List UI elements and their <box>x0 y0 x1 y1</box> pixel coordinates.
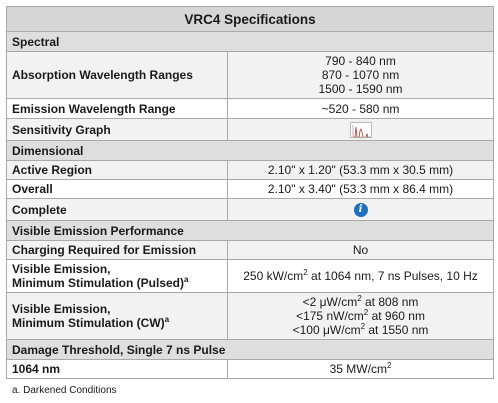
row-label-active-region: Active Region <box>6 160 228 180</box>
cw-label-line1: Visible Emission, <box>12 302 111 316</box>
table-row: Charging Required for Emission No <box>6 240 495 260</box>
row-value-pulsed: 250 kW/cm2 at 1064 nm, 7 ns Pulses, 10 H… <box>226 259 495 293</box>
absorption-range-2: 870 - 1070 nm <box>321 68 400 82</box>
table-row: Absorption Wavelength Ranges 790 - 840 n… <box>6 51 495 99</box>
row-label-complete: Complete <box>6 198 228 221</box>
row-label-pulsed: Visible Emission, Minimum Stimulation (P… <box>6 259 228 293</box>
row-label-1064nm: 1064 nm <box>6 359 228 379</box>
pulsed-label-line1: Visible Emission, <box>12 262 111 276</box>
row-label-charging: Charging Required for Emission <box>6 240 228 260</box>
row-value-cw: <2 μW/cm2 at 808 nm <175 nW/cm2 at 960 n… <box>226 292 495 340</box>
row-label-absorption: Absorption Wavelength Ranges <box>6 51 228 99</box>
cw-line-2: <175 nW/cm2 at 960 nm <box>296 308 425 324</box>
footnote: a. Darkened Conditions <box>12 385 117 396</box>
section-damage-threshold: Damage Threshold, Single 7 ns Pulse <box>5 339 495 360</box>
table-row: Visible Emission, Minimum Stimulation (C… <box>6 292 495 340</box>
table-row: Sensitivity Graph <box>6 118 495 141</box>
absorption-range-3: 1500 - 1590 nm <box>318 82 403 96</box>
info-icon[interactable]: i <box>353 202 368 217</box>
pulsed-value-suffix: at 1064 nm, 7 ns Pulses, 10 Hz <box>307 269 478 283</box>
spec-table: VRC4 Specifications Spectral Absorption … <box>5 6 495 379</box>
graph-thumbnail-icon[interactable] <box>349 121 372 138</box>
table-row: Active Region 2.10" x 1.20" (53.3 mm x 3… <box>6 160 495 180</box>
cw-line-1: <2 μW/cm2 at 808 nm <box>302 294 419 310</box>
pulsed-value: 250 kW/cm <box>243 269 304 283</box>
row-label-overall: Overall <box>6 179 228 199</box>
row-label-emission: Emission Wavelength Range <box>6 98 228 119</box>
footnote-marker: a <box>164 315 170 324</box>
table-row: 1064 nm 35 MW/cm2 <box>6 359 495 379</box>
row-value-complete: i <box>226 198 495 221</box>
row-label-cw: Visible Emission, Minimum Stimulation (C… <box>6 292 228 340</box>
table-row: Complete i <box>6 198 495 221</box>
absorption-range-1: 790 - 840 nm <box>325 54 396 68</box>
section-spectral: Spectral <box>5 31 495 52</box>
table-row: Visible Emission, Minimum Stimulation (P… <box>6 259 495 293</box>
section-visible-emission: Visible Emission Performance <box>5 220 495 241</box>
row-value-1064nm: 35 MW/cm2 <box>226 359 495 379</box>
row-value-sensitivity <box>226 118 495 141</box>
cw-label-line2: Minimum Stimulation (CW) <box>12 316 165 330</box>
row-value-charging: No <box>226 240 495 260</box>
pulsed-label-line2: Minimum Stimulation (Pulsed) <box>12 276 185 290</box>
row-value-absorption: 790 - 840 nm 870 - 1070 nm 1500 - 1590 n… <box>226 51 495 99</box>
section-dimensional: Dimensional <box>5 140 495 161</box>
row-value-active-region: 2.10" x 1.20" (53.3 mm x 30.5 mm) <box>226 160 495 180</box>
table-title: VRC4 Specifications <box>5 6 495 32</box>
superscript: 2 <box>386 361 392 370</box>
cw-line-3: <100 μW/cm2 at 1550 nm <box>292 322 429 338</box>
row-value-emission: ~520 - 580 nm <box>226 98 495 119</box>
table-row: Emission Wavelength Range ~520 - 580 nm <box>6 98 495 119</box>
footnote-marker: a <box>184 275 189 284</box>
table-row: Overall 2.10" x 3.40" (53.3 mm x 86.4 mm… <box>6 179 495 199</box>
superscript: 2 <box>303 268 308 277</box>
spec-table-container: VRC4 Specifications Spectral Absorption … <box>5 6 495 379</box>
row-value-overall: 2.10" x 3.40" (53.3 mm x 86.4 mm) <box>226 179 495 199</box>
row-label-sensitivity: Sensitivity Graph <box>6 118 228 141</box>
